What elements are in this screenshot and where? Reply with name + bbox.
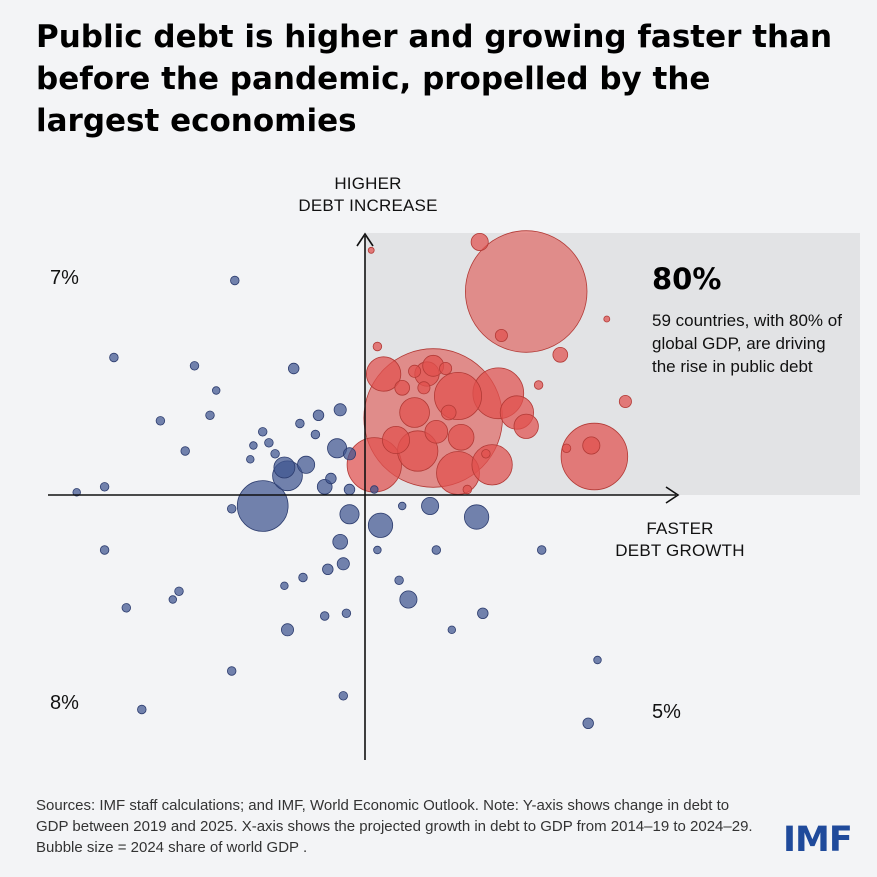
red-bubble [417,381,431,395]
blue-bubble [312,409,325,422]
blue-bubble [537,545,547,555]
blue-bubble [477,607,489,620]
blue-bubble [264,438,274,448]
blue-bubble [343,483,356,496]
blue-bubble [447,625,456,634]
blue-bubble [298,572,308,583]
blue-bubble [109,352,119,363]
blue-bubble [137,704,147,715]
blue-bubble [155,416,166,426]
chart-title: Public debt is higher and growing faster… [36,19,833,139]
red-bubble [533,380,544,390]
blue-bubble [230,275,240,286]
red-bubble [494,328,508,342]
blue-bubble [336,557,350,571]
x-axis-label-line2: DEBT GROWTH [615,541,745,560]
red-bubble [471,444,513,486]
red-bubble [465,230,588,353]
red-bubble [603,315,611,323]
red-bubble [552,346,569,363]
red-bubble [481,449,491,459]
blue-bubble [431,545,442,555]
x-axis-label: FASTER DEBT GROWTH [600,518,760,562]
blue-bubble [174,586,184,597]
red-bubble [399,397,430,428]
red-bubble [470,232,489,251]
blue-bubble [246,455,255,464]
blue-bubble [593,655,602,665]
red-bubble [513,413,539,439]
blue-bubble [367,512,394,538]
x-axis-label-line1: FASTER [646,519,714,538]
blue-bubble [297,455,316,474]
blue-bubble [226,504,237,514]
blue-bubble [168,595,177,604]
blue-bubble [180,446,190,456]
blue-bubble [332,533,349,550]
blue-bubble [226,666,237,676]
blue-bubble [339,504,360,525]
red-bubble [372,341,383,352]
blue-bubble [121,603,132,613]
blue-bubble [399,590,418,609]
blue-bubble [333,403,347,417]
blue-bubble [273,456,296,479]
blue-bubble [189,361,200,371]
blue-bubble [249,441,258,450]
x-axis-arrow [665,486,680,504]
red-bubble [462,484,473,495]
quadrant-top-right-text: 59 countries, with 80% of global GDP, ar… [652,311,842,376]
y-axis-label-line2: DEBT INCREASE [298,196,438,215]
blue-bubble [310,429,321,440]
red-bubble [561,443,572,454]
quadrant-bottom-right-value: 5% [652,701,681,723]
blue-bubble [582,717,594,730]
bubble-layer [72,230,632,730]
red-bubble [618,394,632,408]
quadrant-bottom-left-value: 8% [50,692,79,714]
red-bubble [381,425,410,454]
red-bubble [394,379,411,396]
blue-bubble [236,480,289,532]
blue-bubble [373,545,382,555]
red-bubble [408,364,422,378]
y-axis-label: HIGHER DEBT INCREASE [268,173,468,217]
blue-bubble [342,447,356,461]
red-bubble [367,246,375,254]
blue-bubble [280,623,294,637]
blue-bubble [463,504,490,530]
imf-logo: IMF [783,820,853,860]
red-bubble [440,404,457,421]
blue-bubble [320,611,330,621]
source-note: Sources: IMF staff calculations; and IMF… [36,797,753,856]
blue-bubble [325,472,337,485]
red-bubble [582,436,601,455]
blue-bubble [270,449,280,459]
blue-bubble [295,418,305,429]
blue-bubble [394,575,404,586]
blue-bubble [211,386,221,395]
blue-bubble [99,545,110,555]
blue-bubble [370,485,379,494]
red-bubble [424,419,449,444]
blue-bubble [205,410,215,421]
y-axis-arrow [356,232,374,247]
red-bubble [439,361,453,375]
quadrant-top-right-value: 80% [652,262,722,296]
blue-bubble [258,427,268,437]
blue-bubble [398,501,407,511]
quadrant-top-left-value: 7% [50,267,79,289]
red-bubble [560,422,629,491]
blue-bubble [338,691,349,701]
blue-bubble [280,581,289,590]
blue-bubble [99,482,110,492]
red-bubble [365,356,402,392]
red-bubble [447,423,475,451]
blue-bubble [322,563,334,576]
blue-bubble [421,496,440,515]
y-axis-label-line1: HIGHER [334,174,402,193]
blue-bubble [288,362,300,375]
blue-bubble [341,608,352,619]
